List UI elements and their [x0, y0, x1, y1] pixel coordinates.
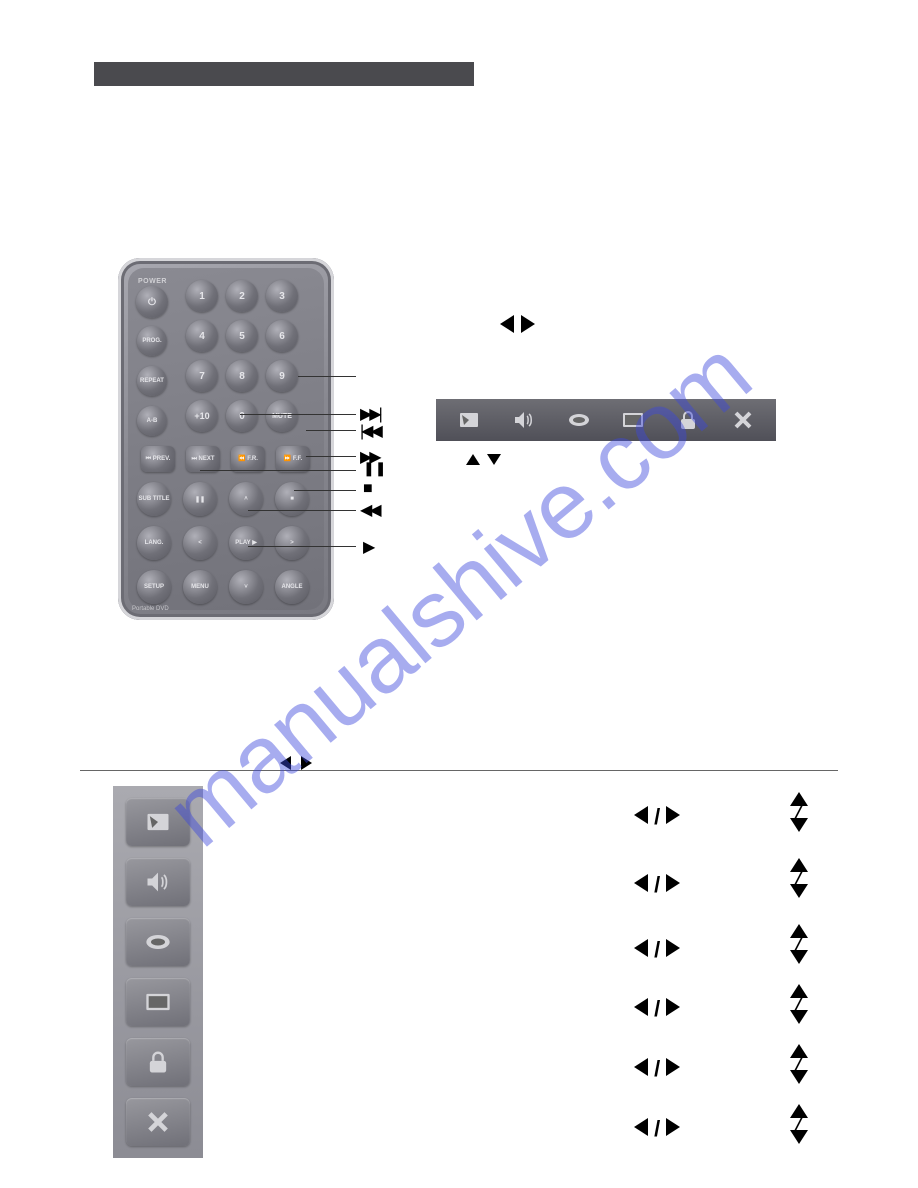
ud-arrows-text: [466, 454, 501, 468]
prog-button[interactable]: PROG.: [137, 326, 167, 356]
sidebar-general-icon: [126, 798, 190, 846]
num-3-button[interactable]: 3: [266, 280, 298, 312]
num-1-button[interactable]: 1: [186, 280, 218, 312]
pause-symbol-icon: ❚❚: [363, 460, 386, 477]
sidebar-language-icon: [126, 918, 190, 966]
row4-lr: /: [634, 996, 680, 1022]
row6-lr: /: [634, 1116, 680, 1142]
subtitle-button[interactable]: SUB TITLE: [137, 482, 171, 516]
row2-ud: ╱: [790, 858, 808, 898]
remote-body: POWER ⏻ 1 2 3 PROG. 4 5 6 REPEAT 7 8 9 A…: [128, 268, 324, 610]
row1-ud: ╱: [790, 792, 808, 832]
stop-symbol-icon: ■: [363, 480, 373, 498]
num-7-button[interactable]: 7: [186, 360, 218, 392]
num-8-button[interactable]: 8: [226, 360, 258, 392]
play-symbol-icon: ▶: [363, 537, 375, 557]
title-bar: [94, 62, 474, 86]
menu-language-icon: [551, 408, 606, 432]
prev-button[interactable]: ⏮ PREV.: [141, 446, 175, 472]
down-button[interactable]: ˅: [229, 570, 263, 604]
callout-line-5: [200, 470, 356, 471]
fr-button[interactable]: ⏪ F.R.: [231, 446, 265, 472]
angle-button[interactable]: ANGLE: [275, 570, 309, 604]
row3-lr: /: [634, 937, 680, 963]
callout-line-8: [248, 546, 356, 547]
ff-button[interactable]: ⏩ F.F.: [276, 446, 310, 472]
prev-symbol-icon: |◀◀: [360, 421, 380, 441]
remote-control: POWER ⏻ 1 2 3 PROG. 4 5 6 REPEAT 7 8 9 A…: [118, 258, 334, 620]
num-9-button[interactable]: 9: [266, 360, 298, 392]
row6-ud: ╱: [790, 1104, 808, 1144]
callout-line-4: [306, 456, 356, 457]
lang-button[interactable]: LANG.: [137, 526, 171, 560]
setup-button[interactable]: SETUP: [137, 570, 171, 604]
power-button[interactable]: ⏻: [136, 286, 168, 318]
mid-lr-arrows: [280, 754, 312, 775]
num-5-button[interactable]: 5: [226, 320, 258, 352]
next-button[interactable]: ⏭ NEXT: [186, 446, 220, 472]
callout-line-1: [298, 376, 356, 377]
sidebar-video-icon: [126, 978, 190, 1026]
row2-lr: /: [634, 872, 680, 898]
callout-line-6: [294, 490, 356, 491]
callout-line-3: [306, 430, 356, 431]
menu-video-icon: [606, 408, 661, 432]
play-button[interactable]: PLAY ▶: [229, 526, 263, 560]
row5-lr: /: [634, 1056, 680, 1082]
plus10-button[interactable]: +10: [186, 400, 218, 432]
ab-button[interactable]: A-B: [137, 406, 167, 436]
row1-lr: /: [634, 804, 680, 830]
num-6-button[interactable]: 6: [266, 320, 298, 352]
right-button[interactable]: ˃: [275, 526, 309, 560]
left-button[interactable]: ˂: [183, 526, 217, 560]
callout-line-7: [248, 510, 356, 511]
num-4-button[interactable]: 4: [186, 320, 218, 352]
setup-menu-bar: [436, 399, 776, 441]
num-2-button[interactable]: 2: [226, 280, 258, 312]
row4-ud: ╱: [790, 984, 808, 1024]
menu-close-icon: [715, 408, 770, 432]
menu-button[interactable]: MENU: [183, 570, 217, 604]
rewind-symbol-icon: ◀◀: [360, 500, 379, 520]
menu-audio-icon: [497, 408, 552, 432]
remote-brand-label: Portable DVD: [132, 606, 169, 612]
pause-button[interactable]: ❚❚: [183, 482, 217, 516]
lr-arrows-text: [500, 315, 535, 336]
menu-general-icon: [442, 408, 497, 432]
mute-button[interactable]: MUTE: [266, 400, 298, 432]
callout-line-2: [240, 414, 356, 415]
num-0-button[interactable]: 0: [226, 400, 258, 432]
horizontal-divider: [80, 770, 838, 771]
repeat-button[interactable]: REPEAT: [137, 366, 167, 396]
row3-ud: ╱: [790, 924, 808, 964]
row5-ud: ╱: [790, 1044, 808, 1084]
sidebar-audio-icon: [126, 858, 190, 906]
sidebar-lock-icon: [126, 1038, 190, 1086]
menu-lock-icon: [661, 408, 716, 432]
sidebar-close-icon: [126, 1098, 190, 1146]
setup-icon-sidebar: [113, 786, 203, 1158]
